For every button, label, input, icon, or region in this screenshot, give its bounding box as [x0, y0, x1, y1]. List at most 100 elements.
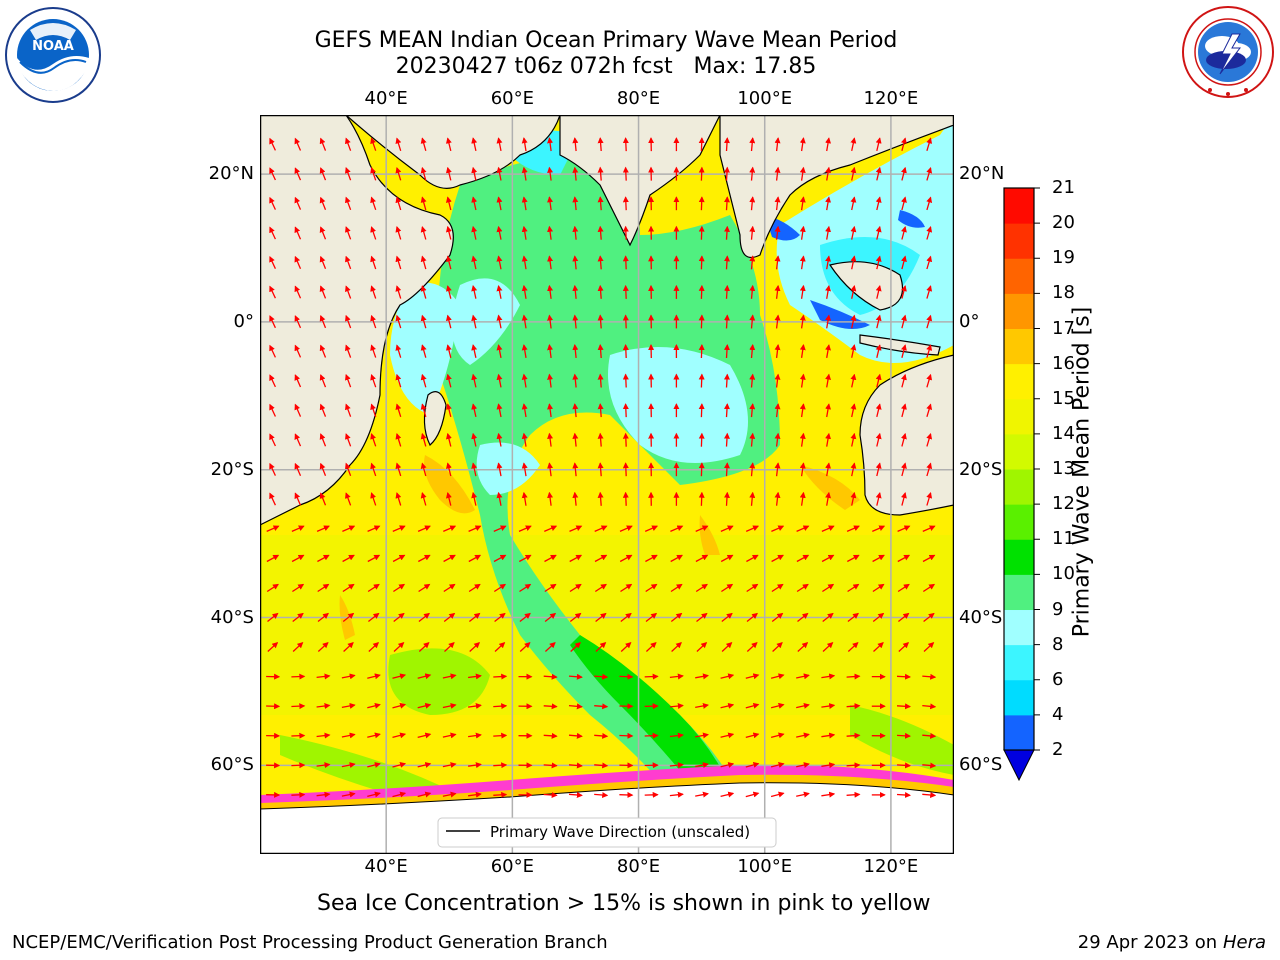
- wave-arrow: [496, 255, 503, 270]
- wave-arrow: [345, 344, 352, 358]
- wave-arrow: [597, 403, 604, 418]
- top-lon-tick: 40°E: [364, 88, 408, 109]
- bottom-lon-tick: 40°E: [364, 856, 408, 877]
- wave-arrow: [420, 255, 427, 270]
- wave-arrow: [417, 673, 432, 680]
- wave-arrow: [846, 791, 861, 798]
- wave-arrow: [875, 255, 882, 270]
- wave-arrow: [597, 137, 604, 152]
- wave-arrow: [901, 226, 907, 240]
- wave-arrow: [799, 403, 806, 418]
- wave-arrow: [367, 583, 380, 593]
- wave-arrow: [850, 403, 857, 418]
- colorbar-extend-triangle: [1003, 749, 1035, 782]
- wave-arrow: [471, 225, 478, 240]
- nws-logo: [1182, 6, 1274, 98]
- wave-arrow: [518, 554, 532, 563]
- wave-arrow: [392, 673, 407, 680]
- wave-arrow: [319, 285, 327, 299]
- wave-arrow: [850, 255, 857, 270]
- wave-arrow: [645, 583, 658, 593]
- wave-arrow: [395, 344, 402, 358]
- wave-arrow: [572, 432, 579, 447]
- colorbar-tick-label: 12: [1052, 493, 1075, 515]
- wave-arrow: [721, 612, 733, 623]
- wave-arrow: [445, 225, 452, 240]
- wave-arrow: [341, 702, 356, 709]
- wave-arrow: [896, 732, 911, 739]
- colorbar-bin: [1004, 258, 1034, 294]
- wave-arrow: [518, 525, 532, 532]
- wave-arrow: [622, 196, 629, 211]
- wave-arrow: [547, 166, 554, 181]
- wave-arrow: [294, 403, 302, 417]
- wave-arrow: [850, 491, 857, 506]
- wave-arrow: [619, 673, 634, 680]
- wave-arrow: [822, 612, 834, 623]
- wave-arrow: [294, 255, 302, 270]
- wave-arrow: [698, 432, 705, 447]
- wave-arrow: [496, 344, 503, 359]
- footer-date: 29 Apr 2023 on Hera: [1078, 933, 1266, 953]
- wave-arrow: [317, 554, 330, 563]
- wave-arrow: [698, 166, 705, 181]
- colorbar-bin: [1004, 714, 1034, 751]
- wave-arrow: [521, 284, 528, 299]
- wave-arrow: [745, 732, 760, 739]
- wave-arrow: [875, 344, 882, 358]
- wave-arrow: [594, 583, 607, 593]
- wave-arrow: [471, 462, 478, 477]
- wave-arrow: [926, 492, 933, 506]
- wave-arrow: [597, 491, 604, 506]
- wave-arrow: [292, 583, 305, 593]
- wave-arrow: [922, 673, 937, 680]
- wave-arrow: [345, 314, 352, 329]
- wave-arrow: [471, 314, 478, 329]
- wave-arrow: [443, 525, 457, 532]
- wave-arrow: [443, 612, 456, 623]
- wave-arrow: [770, 762, 785, 768]
- wave-arrow: [873, 642, 884, 652]
- wave-arrow: [521, 462, 528, 477]
- wave-arrow: [471, 255, 478, 270]
- wave-arrow: [345, 462, 352, 477]
- top-lon-tick: 100°E: [737, 88, 793, 109]
- wave-arrow: [749, 255, 756, 270]
- wave-arrow: [341, 762, 356, 769]
- wave-arrow: [897, 554, 911, 563]
- wave-arrow: [597, 432, 604, 447]
- wave-arrow: [519, 642, 531, 652]
- wave-arrow: [469, 642, 481, 652]
- wave-arrow: [825, 491, 832, 506]
- wave-arrow: [496, 166, 503, 181]
- wave-arrow: [695, 791, 709, 798]
- wave-arrow: [572, 284, 579, 299]
- wave-arrow: [926, 373, 933, 388]
- wave-arrow: [770, 702, 785, 709]
- wave-arrow: [774, 137, 781, 152]
- wave-arrow: [395, 433, 402, 447]
- wave-arrow: [269, 137, 276, 151]
- wave-arrow: [850, 432, 857, 447]
- right-lat-tick: 40°S: [959, 606, 1003, 628]
- wave-arrow: [521, 225, 528, 240]
- colorbar-bin: [1004, 188, 1034, 224]
- right-lat-tick: 60°S: [959, 754, 1003, 776]
- wave-arrow: [445, 403, 452, 418]
- wave-arrow: [269, 433, 276, 447]
- wave-arrow: [825, 462, 832, 477]
- colorbar: [1003, 187, 1040, 782]
- wave-arrow: [370, 344, 377, 358]
- wave-arrow: [749, 403, 756, 418]
- wave-arrow: [872, 554, 885, 563]
- wave-arrow: [926, 432, 933, 447]
- wave-arrow: [266, 583, 279, 593]
- wave-arrow: [367, 525, 381, 532]
- wave-arrow: [695, 583, 708, 593]
- wave-arrow: [345, 226, 352, 240]
- wave-arrow: [901, 285, 907, 299]
- wave-arrow: [393, 612, 405, 623]
- wave-arrow: [825, 137, 832, 152]
- wave-arrow: [367, 791, 381, 798]
- wave-arrow: [897, 612, 910, 623]
